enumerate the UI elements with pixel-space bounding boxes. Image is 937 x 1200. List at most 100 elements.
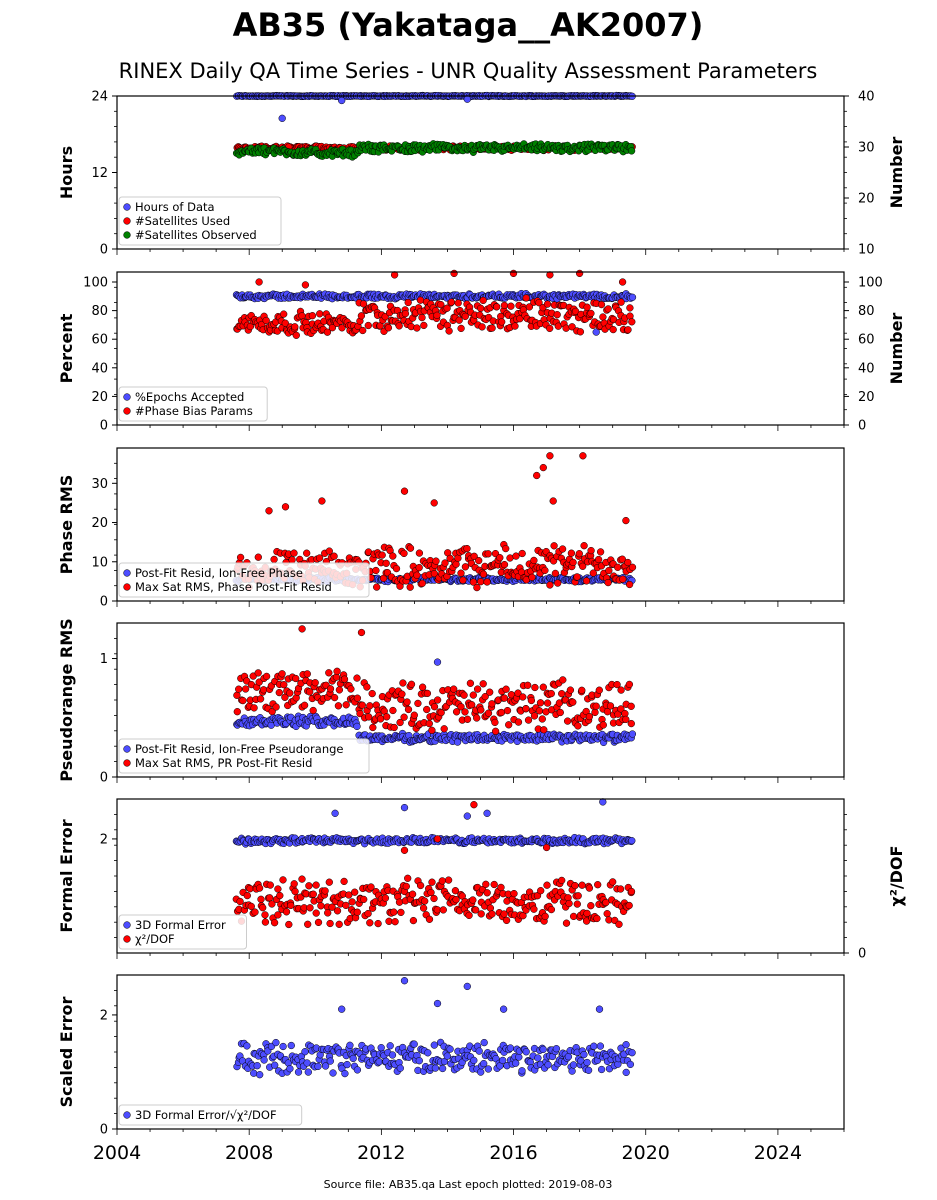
data-point (389, 552, 397, 560)
data-point (547, 905, 556, 914)
data-point (569, 1061, 578, 1069)
legend-marker (123, 759, 131, 767)
data-point (406, 583, 414, 591)
data-point (421, 897, 429, 905)
x-tick-label: 2008 (225, 1142, 273, 1164)
y-axis-label-pseudorange: Pseudorange RMS (57, 618, 76, 781)
data-point-outlier (546, 452, 554, 460)
data-point (568, 1067, 576, 1075)
data-point (524, 716, 533, 724)
data-point (286, 689, 294, 697)
data-point-outlier (463, 95, 471, 103)
x-tick-label: 2016 (489, 1142, 537, 1164)
x-tick-label: 2004 (93, 1142, 141, 1164)
legend-entry: Max Sat RMS, PR Post-Fit Resid (135, 756, 312, 770)
data-point (440, 725, 448, 733)
data-point (541, 912, 549, 921)
data-point (341, 1069, 349, 1078)
data-point (450, 685, 458, 693)
data-point (530, 556, 538, 565)
data-point (488, 324, 496, 332)
data-point (266, 894, 274, 902)
data-point (325, 878, 333, 886)
data-point (457, 324, 465, 333)
data-point (590, 1042, 598, 1050)
data-point (342, 901, 350, 910)
data-point (305, 882, 313, 890)
data-point (278, 670, 286, 678)
y-right-tick-label: 20 (858, 390, 875, 405)
data-point-outlier (533, 471, 541, 480)
y-tick-label: 60 (91, 333, 108, 348)
data-point (402, 882, 410, 891)
panel-percent: 0 20 40 60 80 100 Percent 0 20 40 60 80 100 Number %Ep… (57, 269, 906, 434)
data-point (583, 303, 591, 311)
data-point (594, 881, 602, 889)
data-point (418, 579, 426, 587)
data-point (469, 896, 477, 904)
data-point (342, 701, 350, 709)
data-point-outlier (509, 269, 518, 278)
data-point (605, 566, 613, 575)
data-point (482, 880, 490, 888)
data-point (628, 293, 637, 301)
data-point (627, 147, 636, 155)
data-point (414, 699, 422, 708)
y-tick-label: 40 (91, 361, 108, 376)
data-point (243, 1042, 251, 1050)
legend-entry: #Satellites Used (135, 214, 230, 228)
data-point-outlier (400, 487, 409, 495)
data-point (335, 686, 344, 694)
data-point (569, 558, 577, 567)
data-point (389, 706, 397, 715)
data-point (587, 309, 595, 318)
data-point (288, 556, 296, 564)
legend-marker (123, 203, 131, 211)
y-tick-label: 1 (100, 652, 108, 667)
data-point (459, 576, 467, 584)
data-point (424, 1049, 432, 1057)
data-point (430, 1041, 438, 1049)
data-point (291, 323, 299, 331)
y-tick-label: 10 (91, 555, 108, 570)
data-point (363, 683, 371, 691)
data-point (477, 910, 485, 918)
data-point (496, 554, 504, 562)
data-point (280, 310, 288, 318)
data-point-outlier (463, 982, 471, 991)
data-point (254, 669, 262, 677)
data-point (415, 563, 423, 572)
legend-box (118, 196, 282, 246)
data-point (292, 331, 300, 339)
data-point (428, 726, 436, 734)
data-point (569, 698, 577, 706)
data-point (282, 908, 291, 916)
legend-marker (123, 1111, 131, 1119)
data-point (399, 679, 407, 687)
data-point (571, 881, 579, 890)
data-point (438, 877, 446, 885)
data-point (392, 564, 401, 573)
series-percent-0 (232, 289, 637, 336)
x-tick-label: 2024 (754, 1142, 802, 1164)
legend-marker (123, 217, 131, 225)
data-point (541, 566, 549, 575)
panel-scaled: 0 2 Scaled Error 3D Formal Error/√χ²/DOF (57, 974, 845, 1138)
data-point (340, 675, 349, 683)
data-point-outlier (450, 269, 458, 278)
data-point (473, 685, 482, 693)
data-point-outlier (400, 977, 409, 985)
data-point (454, 554, 462, 562)
panel-pseudorange-points (233, 625, 637, 747)
data-point (596, 1042, 605, 1050)
data-point (478, 323, 486, 331)
data-point (407, 680, 416, 688)
data-point (530, 905, 538, 913)
data-point (591, 708, 599, 717)
data-point (262, 672, 271, 681)
data-point (368, 689, 376, 698)
data-point (522, 1048, 530, 1056)
data-point (274, 885, 282, 893)
